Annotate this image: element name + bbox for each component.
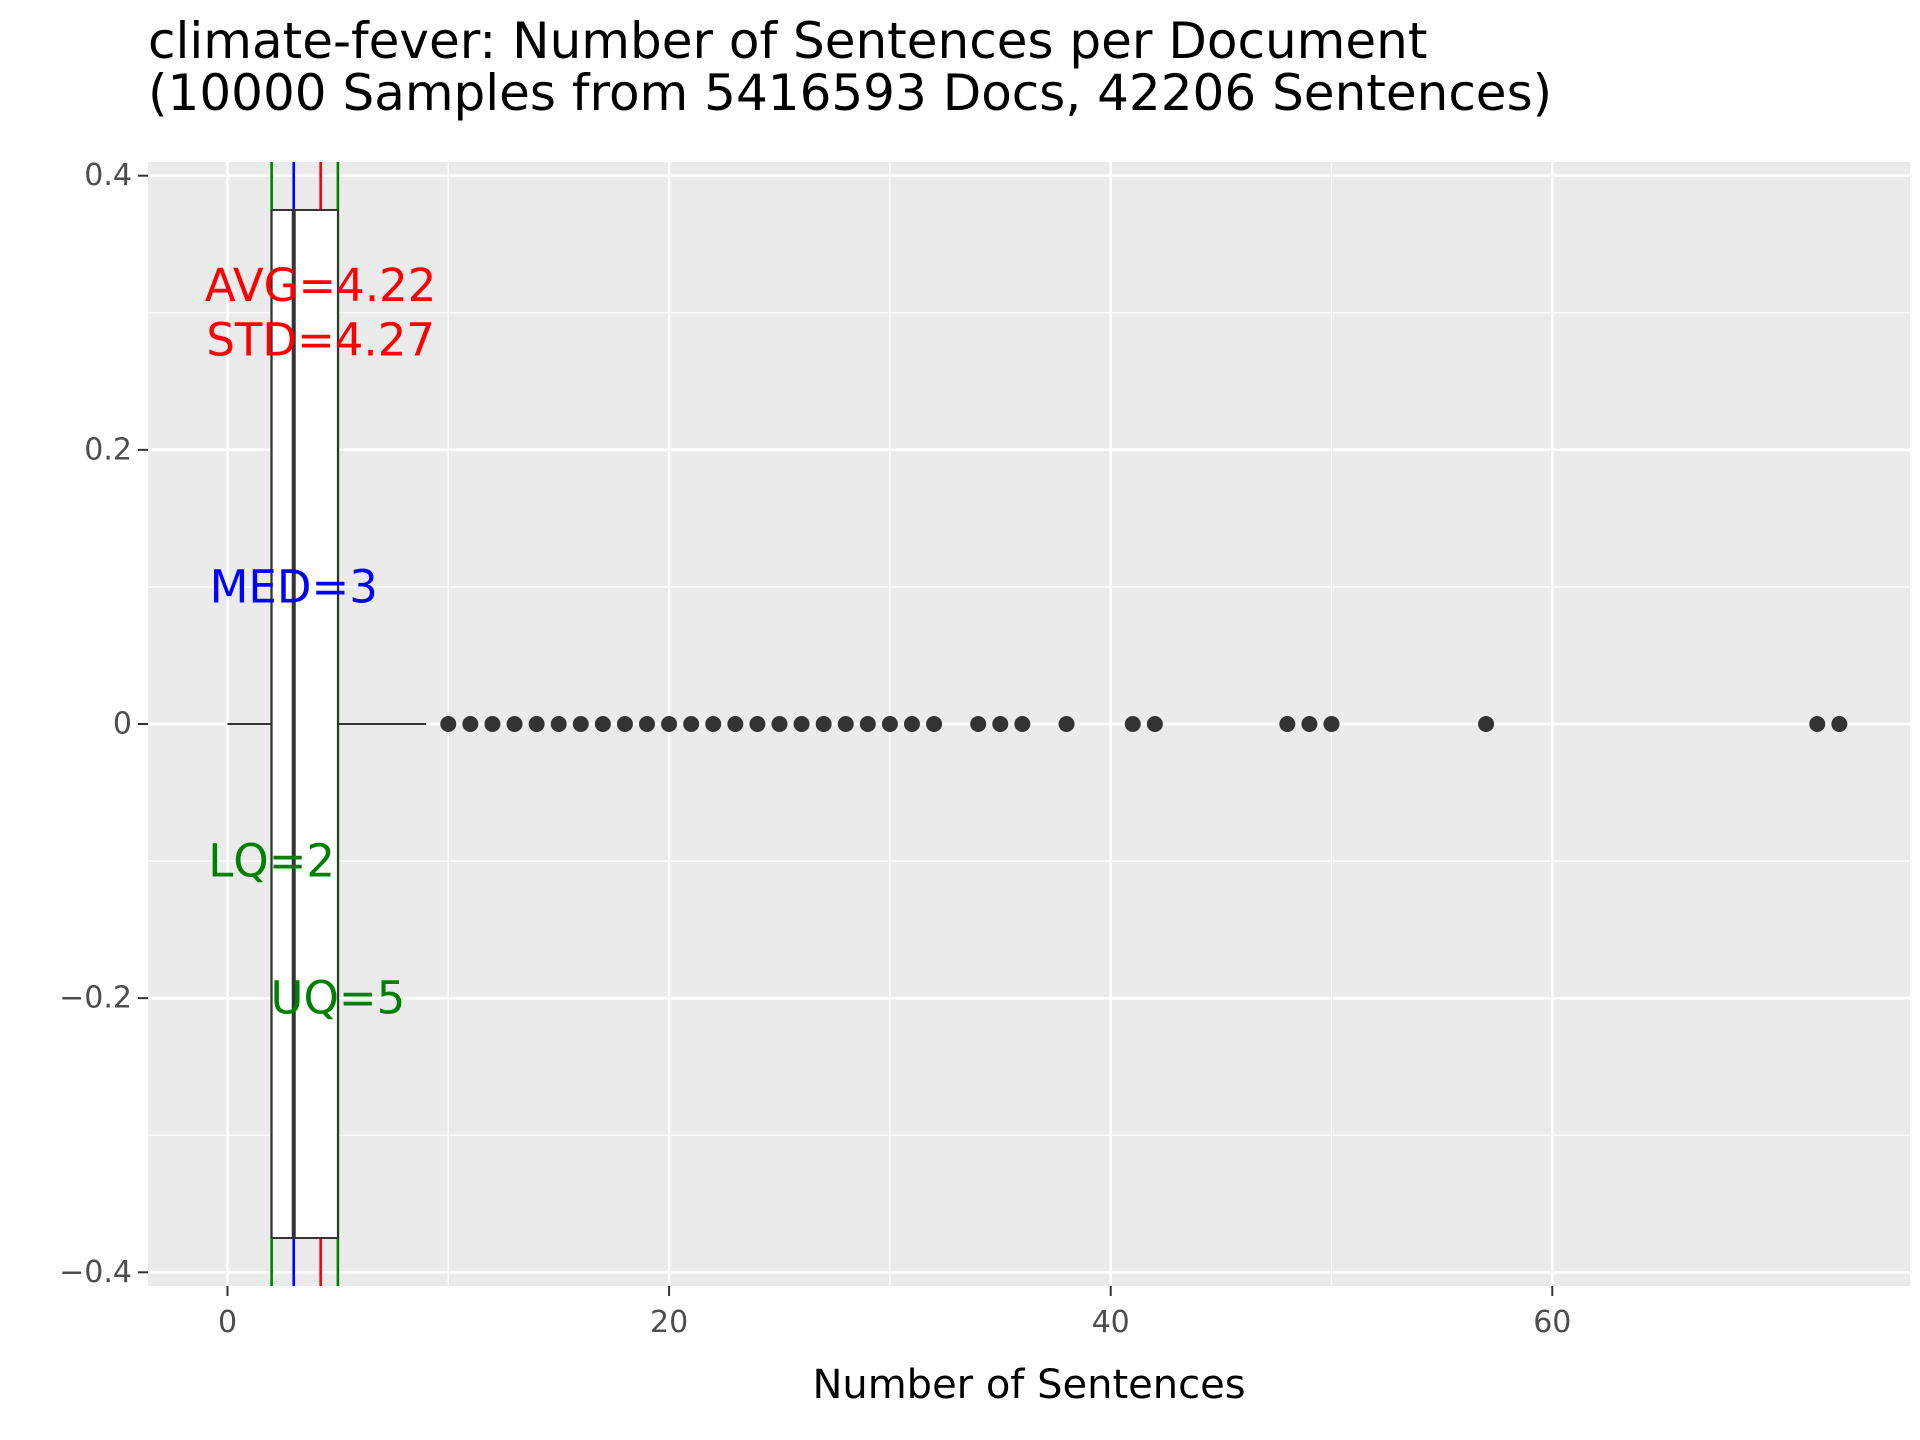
annotation-std: STD=4.27 xyxy=(206,314,435,367)
outlier-point xyxy=(970,716,987,732)
y-tick-label: −0.2 xyxy=(59,981,132,1016)
outlier-point xyxy=(639,716,656,732)
outlier-point xyxy=(903,716,920,732)
outlier-point xyxy=(528,716,545,732)
outlier-point xyxy=(1323,716,1340,732)
grid-lines xyxy=(148,162,1910,1286)
outlier-point xyxy=(705,716,722,732)
outlier-point xyxy=(484,716,501,732)
outlier-point xyxy=(992,716,1009,732)
outlier-point xyxy=(1124,716,1141,732)
x-tick-label: 60 xyxy=(1533,1305,1571,1340)
outlier-point xyxy=(859,716,876,732)
annotation-med: MED=3 xyxy=(210,560,378,613)
outlier-point xyxy=(550,716,567,732)
chart-title-line-1: climate-fever: Number of Sentences per D… xyxy=(148,12,1427,70)
outlier-point xyxy=(683,716,700,732)
outlier-point xyxy=(1831,716,1848,732)
axes: 0 20 40 60 0.4 0.2 0 −0.2 −0.4 xyxy=(59,158,1571,1340)
outlier-point xyxy=(572,716,589,732)
y-tick-label: 0.4 xyxy=(84,158,132,193)
x-tick-label: 20 xyxy=(650,1305,688,1340)
outlier-point xyxy=(749,716,766,732)
outlier-point xyxy=(440,716,457,732)
outlier-point xyxy=(1809,716,1826,732)
outlier-point xyxy=(661,716,678,732)
outlier-point xyxy=(616,716,633,732)
outlier-point xyxy=(837,716,854,732)
x-axis-title: Number of Sentences xyxy=(812,1362,1245,1408)
chart-title-line-2: (10000 Samples from 5416593 Docs, 42206 … xyxy=(148,64,1552,122)
y-tick-label: −0.4 xyxy=(59,1255,132,1290)
outlier-point xyxy=(727,716,744,732)
outlier-point xyxy=(462,716,479,732)
outlier-point xyxy=(881,716,898,732)
outlier-point xyxy=(815,716,832,732)
outlier-point xyxy=(1279,716,1296,732)
y-tick-label: 0.2 xyxy=(84,432,132,467)
outlier-point xyxy=(926,716,943,732)
annotation-avg: AVG=4.22 xyxy=(205,259,436,312)
outlier-point xyxy=(1014,716,1031,732)
outlier-point xyxy=(1301,716,1318,732)
box-and-whiskers xyxy=(227,208,427,1240)
outlier-point xyxy=(1478,716,1495,732)
annotation-uq: UQ=5 xyxy=(271,972,406,1025)
y-tick-label: 0 xyxy=(113,707,132,742)
annotation-lq: LQ=2 xyxy=(208,835,335,888)
x-tick-label: 40 xyxy=(1092,1305,1130,1340)
outlier-points xyxy=(440,716,1848,732)
outlier-point xyxy=(771,716,788,732)
outlier-point xyxy=(793,716,810,732)
outlier-point xyxy=(1058,716,1075,732)
outlier-point xyxy=(1146,716,1163,732)
outlier-point xyxy=(506,716,523,732)
x-tick-label: 0 xyxy=(218,1305,237,1340)
outlier-point xyxy=(594,716,611,732)
